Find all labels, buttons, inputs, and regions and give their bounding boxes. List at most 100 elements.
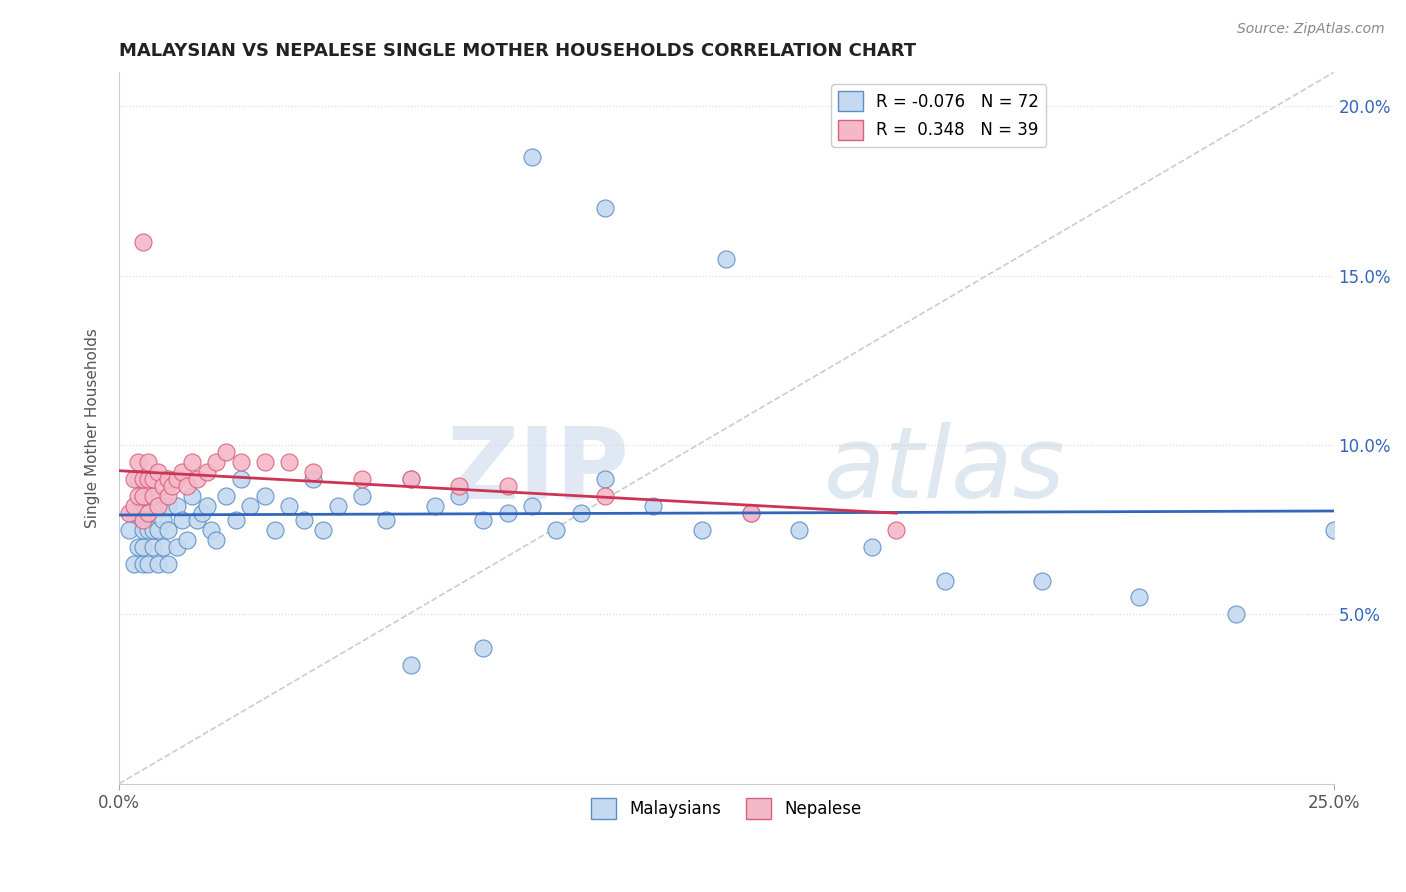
Point: [239, 499, 262, 513]
Point: [136, 506, 159, 520]
Point: [146, 499, 169, 513]
Point: [176, 533, 198, 547]
Point: [146, 523, 169, 537]
Point: [278, 499, 301, 513]
Point: [399, 472, 422, 486]
Point: [122, 472, 145, 486]
Point: [166, 472, 188, 486]
Point: [136, 557, 159, 571]
Point: [156, 472, 179, 486]
Point: [186, 512, 208, 526]
Point: [142, 489, 165, 503]
Point: [136, 523, 159, 537]
Point: [122, 499, 145, 513]
Point: [787, 523, 810, 537]
Point: [593, 472, 616, 486]
Point: [326, 499, 349, 513]
Point: [200, 523, 222, 537]
Text: ZIP: ZIP: [446, 422, 628, 519]
Point: [263, 523, 285, 537]
Point: [186, 472, 208, 486]
Point: [166, 540, 188, 554]
Point: [142, 540, 165, 554]
Point: [472, 641, 495, 656]
Point: [934, 574, 956, 588]
Point: [292, 512, 315, 526]
Point: [118, 506, 141, 520]
Point: [166, 499, 188, 513]
Point: [142, 523, 165, 537]
Point: [423, 499, 446, 513]
Point: [302, 472, 325, 486]
Text: atlas: atlas: [824, 422, 1066, 519]
Point: [375, 512, 398, 526]
Point: [156, 499, 179, 513]
Point: [593, 201, 616, 215]
Point: [146, 499, 169, 513]
Legend: Malaysians, Nepalese: Malaysians, Nepalese: [585, 791, 869, 825]
Point: [569, 506, 592, 520]
Point: [215, 489, 238, 503]
Point: [181, 489, 204, 503]
Point: [253, 455, 276, 469]
Point: [312, 523, 335, 537]
Point: [205, 533, 228, 547]
Point: [229, 455, 252, 469]
Point: [176, 478, 198, 492]
Point: [156, 489, 179, 503]
Point: [132, 472, 155, 486]
Point: [127, 540, 149, 554]
Point: [205, 455, 228, 469]
Point: [127, 489, 149, 503]
Point: [215, 444, 238, 458]
Point: [886, 523, 908, 537]
Point: [156, 523, 179, 537]
Point: [146, 557, 169, 571]
Point: [740, 506, 762, 520]
Point: [472, 512, 495, 526]
Point: [152, 540, 174, 554]
Point: [152, 478, 174, 492]
Point: [716, 252, 738, 266]
Point: [132, 506, 155, 520]
Point: [127, 472, 149, 486]
Point: [350, 489, 373, 503]
Point: [136, 506, 159, 520]
Point: [132, 557, 155, 571]
Point: [172, 465, 194, 479]
Point: [690, 523, 713, 537]
Point: [229, 472, 252, 486]
Point: [127, 506, 149, 520]
Point: [1323, 523, 1346, 537]
Point: [162, 478, 184, 492]
Point: [1031, 574, 1053, 588]
Point: [253, 489, 276, 503]
Point: [225, 512, 247, 526]
Point: [136, 472, 159, 486]
Point: [740, 506, 762, 520]
Point: [122, 506, 145, 520]
Point: [399, 472, 422, 486]
Point: [449, 478, 471, 492]
Point: [122, 557, 145, 571]
Point: [190, 506, 212, 520]
Point: [546, 523, 568, 537]
Point: [132, 489, 155, 503]
Text: MALAYSIAN VS NEPALESE SINGLE MOTHER HOUSEHOLDS CORRELATION CHART: MALAYSIAN VS NEPALESE SINGLE MOTHER HOUS…: [120, 42, 917, 60]
Point: [496, 478, 519, 492]
Point: [142, 472, 165, 486]
Point: [136, 455, 159, 469]
Text: Source: ZipAtlas.com: Source: ZipAtlas.com: [1237, 22, 1385, 37]
Point: [195, 499, 218, 513]
Point: [449, 489, 471, 503]
Point: [593, 489, 616, 503]
Point: [132, 523, 155, 537]
Point: [643, 499, 665, 513]
Point: [520, 150, 543, 164]
Point: [302, 465, 325, 479]
Point: [132, 540, 155, 554]
Point: [520, 499, 543, 513]
Point: [118, 523, 141, 537]
Point: [399, 658, 422, 673]
Point: [142, 489, 165, 503]
